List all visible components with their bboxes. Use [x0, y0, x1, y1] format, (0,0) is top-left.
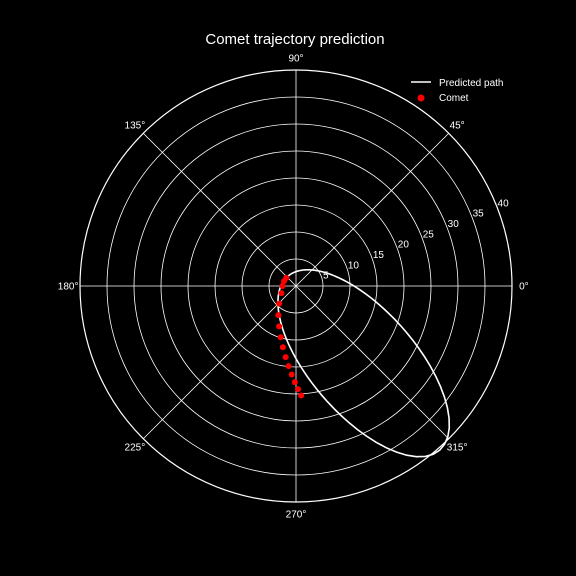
legend-label-comet: Comet [439, 93, 469, 104]
r-gridline-25 [160, 150, 432, 422]
comet-point-12 [279, 283, 286, 289]
r-tick-label-35: 35 [473, 209, 485, 220]
r-gridline-40 [79, 69, 513, 503]
theta-tick-label-90: 90° [288, 54, 303, 65]
r-gridline-20 [187, 177, 405, 395]
theta-tick-label-135: 135° [125, 120, 146, 131]
comet-point-6 [279, 344, 286, 351]
legend: Predicted path Comet [411, 78, 504, 104]
r-gridline-10 [241, 231, 351, 341]
comet-point-11 [278, 290, 285, 297]
r-gridline-30 [133, 123, 459, 449]
comet-point-10 [276, 300, 283, 307]
comet-point-2 [291, 379, 298, 386]
r-tick-label-30: 30 [448, 219, 460, 230]
r-tick-label-20: 20 [398, 240, 410, 251]
theta-tick-label-270: 270° [286, 509, 307, 520]
r-gridline-15 [214, 204, 378, 368]
comet-point-4 [285, 363, 292, 370]
comet-point-1 [294, 386, 301, 393]
r-tick-label-10: 10 [348, 260, 360, 271]
comet-point-5 [282, 354, 289, 361]
comet-point-7 [277, 334, 284, 341]
theta-tick-label-180: 180° [58, 282, 79, 293]
theta-tick-label-315: 315° [447, 443, 468, 454]
comet-point-0 [298, 392, 305, 399]
theta-tick-label-0: 0° [519, 282, 529, 293]
theta-tick-label-225: 225° [125, 443, 146, 454]
chart-title: Comet trajectory prediction [205, 31, 384, 48]
r-tick-label-25: 25 [423, 229, 435, 240]
r-gridline-35 [106, 96, 486, 476]
comet-point-8 [276, 323, 283, 330]
r-tick-label-15: 15 [373, 250, 385, 261]
r-gridline-5 [268, 258, 324, 314]
comet-point-3 [288, 371, 295, 378]
comet-point-9 [275, 312, 282, 319]
legend-marker-swatch [417, 94, 425, 102]
predicted-path-line [277, 268, 451, 458]
polar-grid: 0° 45° 90° 135° 180° 225° 270° 315° 5 10 15 20 25 30 3… [58, 54, 529, 521]
legend-label-predicted-path: Predicted path [439, 78, 504, 89]
comet-point-14 [283, 274, 290, 281]
r-tick-label-40: 40 [498, 198, 510, 209]
r-tick-label-5: 5 [323, 271, 329, 282]
data-layer [275, 268, 451, 458]
theta-tick-label-45: 45° [450, 120, 465, 131]
